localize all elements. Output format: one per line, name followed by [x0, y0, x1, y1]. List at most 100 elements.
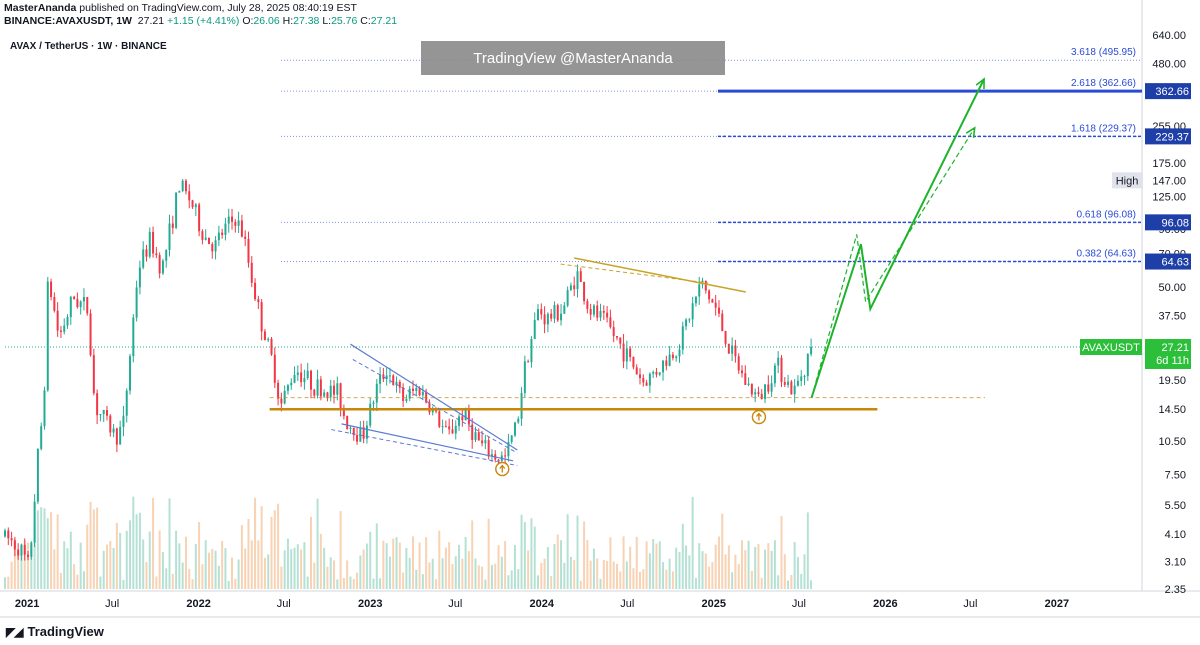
- volume-bar: [537, 575, 540, 589]
- volume-bar: [454, 556, 457, 589]
- volume-bar: [398, 542, 401, 589]
- candle-body: [231, 216, 234, 222]
- candle-body: [405, 398, 408, 401]
- candle-body: [188, 191, 191, 201]
- volume-bar: [589, 560, 592, 589]
- candle-body: [214, 240, 217, 252]
- candle-body: [688, 319, 691, 321]
- high-tag: [1112, 172, 1143, 189]
- volume-bar: [188, 568, 191, 589]
- volume-bar: [283, 550, 286, 589]
- candle-body: [385, 375, 388, 380]
- volume-bar: [484, 579, 487, 589]
- volume-bar: [477, 565, 480, 589]
- candle-body: [59, 330, 62, 332]
- candle-body: [566, 290, 569, 306]
- candle-body: [46, 281, 49, 391]
- candle-body: [286, 385, 289, 391]
- volume-bar: [625, 561, 628, 589]
- y-tick-label: 480.00: [1152, 58, 1186, 70]
- volume-bar: [129, 520, 132, 589]
- grid: [0, 0, 1200, 618]
- candle-body: [543, 314, 546, 325]
- candle-body: [237, 220, 240, 226]
- candle-body: [764, 384, 767, 399]
- volume-bar: [540, 562, 543, 589]
- volume-bar: [224, 548, 227, 589]
- volume-bar: [698, 543, 701, 589]
- fib-price-tag: [1145, 128, 1191, 145]
- candle-body: [589, 308, 592, 315]
- x-tick-label: Jul: [277, 598, 291, 610]
- candle-body: [43, 390, 46, 427]
- y-tick-label: 640.00: [1152, 30, 1186, 42]
- volume-bar: [471, 520, 474, 589]
- x-tick-label: Jul: [105, 598, 119, 610]
- candles: [4, 178, 813, 561]
- candle-body: [635, 367, 638, 375]
- author-name[interactable]: MasterAnanda: [4, 2, 77, 14]
- volume-bar: [724, 554, 727, 589]
- volume-bar: [806, 512, 809, 589]
- volume-bar: [796, 557, 799, 589]
- volume-bar: [388, 556, 391, 589]
- candle-body: [33, 501, 36, 543]
- volume-bar: [691, 496, 694, 589]
- volume-bar: [606, 561, 609, 589]
- candle-body: [30, 542, 33, 557]
- candle-body: [356, 435, 359, 442]
- fib-level-label: 0.618 (96.08): [1077, 209, 1137, 220]
- volume-bar: [382, 540, 385, 589]
- tradingview-brand[interactable]: ◤◢ TradingView: [6, 624, 104, 639]
- candle-body: [721, 313, 724, 332]
- volume-bar: [681, 523, 684, 589]
- candle-body: [129, 356, 132, 391]
- candle-body: [184, 180, 187, 192]
- candle-body: [648, 373, 651, 386]
- volume-bar: [425, 537, 428, 589]
- volume-bar: [40, 507, 43, 589]
- arrow-up-icon: [499, 464, 506, 473]
- candle-body: [714, 302, 717, 308]
- volume-bar: [586, 540, 589, 589]
- volume-bar: [639, 571, 642, 589]
- candle-body: [724, 331, 727, 344]
- volume-bar: [20, 544, 23, 589]
- candle-body: [191, 200, 194, 208]
- volume-bar: [517, 569, 520, 589]
- volume-bar: [244, 548, 247, 589]
- volume-bar: [336, 579, 339, 589]
- volume-bar: [438, 530, 441, 589]
- volume-bar: [194, 544, 197, 589]
- volume-bar: [257, 540, 260, 589]
- volume-bar: [270, 516, 273, 589]
- volume-bar: [662, 562, 665, 589]
- volume-bar: [342, 577, 345, 589]
- volume-bar: [411, 536, 414, 589]
- candle-body: [573, 285, 576, 290]
- candle-body: [178, 191, 181, 193]
- y-tick-label: 3.10: [1165, 557, 1186, 569]
- symbol-tag-label: AVAXUSDT: [1082, 342, 1140, 354]
- volume-bar: [563, 562, 566, 589]
- volume-bar: [260, 506, 263, 589]
- volume-bar: [181, 562, 184, 589]
- candle-body: [596, 305, 599, 318]
- volume-bar: [757, 544, 760, 589]
- volume-bar: [247, 518, 250, 589]
- candle-body: [316, 379, 319, 396]
- volume-bar: [777, 575, 780, 589]
- volume-bar: [46, 518, 49, 589]
- price-axis: 640.00480.00350.00255.00175.00125.0090.0…: [1080, 30, 1191, 596]
- candle-body: [454, 425, 457, 434]
- volume-bar: [280, 566, 283, 589]
- candle-body: [56, 310, 59, 331]
- candle-body: [313, 389, 316, 396]
- candle-body: [250, 262, 253, 283]
- volume-bar: [747, 540, 750, 589]
- y-tick-label: 19.50: [1158, 375, 1186, 387]
- candle-body: [175, 192, 178, 228]
- volume-bar: [375, 523, 378, 589]
- watermark-text: TradingView @MasterAnanda: [473, 50, 673, 67]
